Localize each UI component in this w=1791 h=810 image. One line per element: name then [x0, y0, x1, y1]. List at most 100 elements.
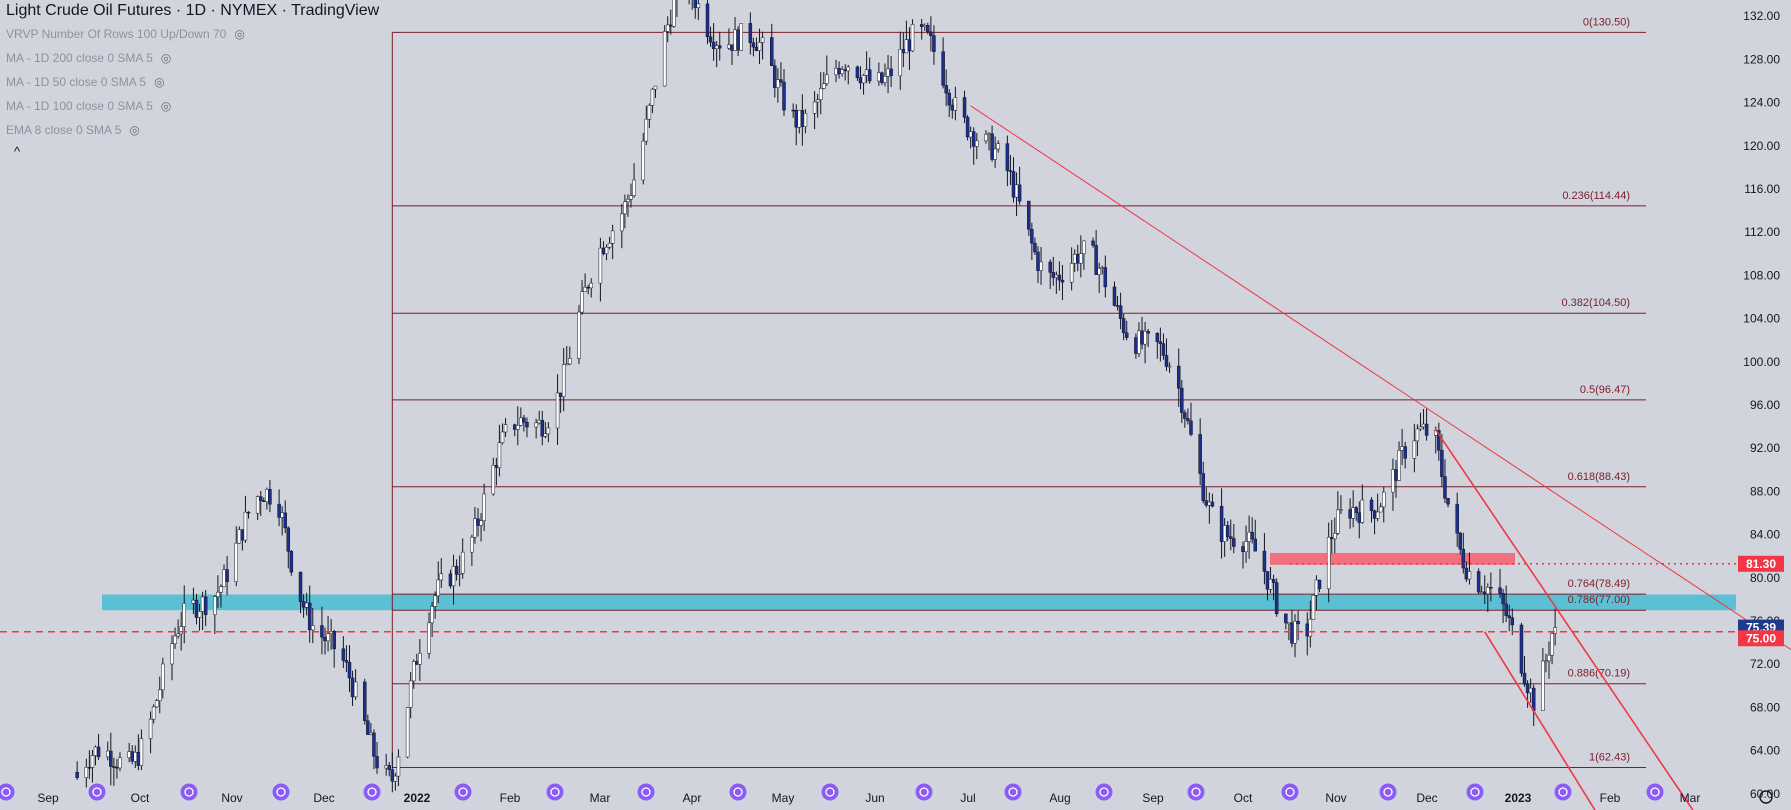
dividend-marker-icon[interactable]: [0, 783, 15, 801]
candle-up: [451, 565, 456, 587]
trendline-channel-bottom[interactable]: [1484, 631, 1596, 810]
dividend-marker-icon[interactable]: [454, 783, 472, 801]
candle-down: [320, 625, 324, 638]
dividend-marker-icon[interactable]: [1466, 783, 1484, 801]
candle-down: [240, 529, 245, 541]
indicator-ema8[interactable]: EMA 8 close 0 SMA 5 ◎: [6, 118, 379, 142]
candle-up: [632, 179, 636, 196]
dividend-marker-icon[interactable]: [1281, 783, 1299, 801]
candle-down: [1076, 254, 1080, 264]
dividend-marker-icon[interactable]: [363, 783, 381, 801]
candle-up: [139, 738, 144, 766]
candle-up: [1486, 587, 1490, 595]
candle-down: [586, 286, 590, 289]
candle-down: [136, 752, 141, 766]
dividend-marker-icon[interactable]: [1004, 783, 1022, 801]
candle-down: [277, 503, 281, 518]
x-tick-label: Mar: [590, 791, 611, 805]
candle-up: [797, 110, 802, 128]
candle-up: [1547, 654, 1551, 662]
eye-hidden-icon[interactable]: ◎: [234, 27, 245, 41]
trendlines[interactable]: [970, 105, 1791, 810]
candle-up: [1382, 491, 1386, 508]
dividend-marker-icon[interactable]: [546, 783, 564, 801]
candle-up: [1333, 533, 1337, 540]
indicator-ma50[interactable]: MA - 1D 50 close 0 SMA 5 ◎: [6, 70, 379, 94]
candle-up: [1014, 184, 1019, 198]
candle-down: [375, 756, 379, 769]
dividend-marker-icon[interactable]: [637, 783, 655, 801]
candle-down: [112, 766, 116, 768]
dividend-marker-icon[interactable]: [180, 783, 198, 801]
y-tick-label: 104.00: [1743, 312, 1780, 326]
candle-up: [641, 140, 645, 181]
fib-label: 0.886(70.19): [1568, 668, 1630, 680]
dividend-marker-icon[interactable]: [1095, 783, 1113, 801]
indicator-vrvp[interactable]: VRVP Number Of Rows 100 Up/Down 70 ◎: [6, 22, 379, 46]
candle-down: [350, 677, 355, 698]
candle-up: [482, 493, 486, 521]
dividend-marker-icon[interactable]: [88, 783, 106, 801]
dividend-marker-icon[interactable]: [1379, 783, 1397, 801]
trendline-major[interactable]: [970, 105, 1791, 704]
candle-up: [568, 358, 572, 365]
candle-down: [558, 392, 563, 397]
dividend-marker-glyph: [276, 787, 286, 797]
indicator-ma100[interactable]: MA - 1D 100 close 0 SMA 5 ◎: [6, 94, 379, 118]
candle-up: [1391, 469, 1395, 493]
eye-hidden-icon[interactable]: ◎: [160, 99, 172, 113]
candle-down: [773, 65, 777, 88]
collapse-legend-icon[interactable]: ^: [14, 144, 21, 159]
candle-down: [1501, 593, 1505, 605]
candle-down: [1437, 430, 1441, 451]
candle-down: [1094, 245, 1098, 275]
candle-up: [883, 75, 887, 83]
eye-hidden-icon[interactable]: ◎: [154, 75, 165, 89]
y-tick-label: 120.00: [1743, 139, 1780, 153]
x-axis[interactable]: Sep Oct Nov Dec 2022 Feb Mar Apr May Jun Jul Aug Sep…: [37, 790, 1773, 805]
candle-down: [1155, 333, 1160, 342]
dividend-marker-icon[interactable]: [821, 783, 839, 801]
candle-down: [1241, 546, 1245, 553]
eye-hidden-icon[interactable]: ◎: [160, 51, 172, 65]
dividend-marker-glyph: [1383, 787, 1393, 797]
settings-gear-icon[interactable]: [1759, 790, 1773, 804]
indicator-ma200[interactable]: MA - 1D 200 close 0 SMA 5 ◎: [6, 46, 379, 70]
candle-up: [503, 424, 508, 433]
dividend-marker-icon[interactable]: [729, 783, 747, 801]
candle-up: [1415, 428, 1420, 442]
candle-down: [1394, 469, 1398, 481]
candle-up: [405, 707, 410, 758]
event-markers[interactable]: [0, 783, 1664, 801]
dividend-marker-icon[interactable]: [1187, 783, 1205, 801]
fib-label: 0(130.50): [1583, 16, 1630, 28]
candle-down: [1121, 318, 1126, 334]
candle-down: [494, 465, 499, 468]
x-tick-label: Dec: [1416, 791, 1437, 805]
candle-down: [1183, 412, 1187, 419]
dividend-marker-icon[interactable]: [272, 783, 290, 801]
x-tick-label: Nov: [1325, 791, 1346, 805]
candle-up: [923, 25, 927, 27]
candle-down: [1317, 579, 1322, 590]
candle-up: [393, 775, 398, 782]
eye-hidden-icon[interactable]: ◎: [129, 123, 140, 137]
candle-up: [243, 511, 248, 541]
dividend-marker-glyph: [184, 787, 194, 797]
x-tick-label: Jul: [960, 791, 975, 805]
candle-down: [1057, 274, 1062, 281]
candle-down: [1250, 531, 1254, 540]
candle-down: [867, 69, 872, 82]
candle-down: [1440, 450, 1444, 477]
candle-up: [1097, 268, 1101, 275]
dividend-marker-icon[interactable]: [1646, 783, 1664, 801]
candle-down: [1461, 548, 1466, 569]
candle-down: [1498, 587, 1502, 594]
dividend-marker-icon[interactable]: [1554, 783, 1572, 801]
dividend-marker-icon[interactable]: [915, 783, 933, 801]
dividend-marker-glyph: [92, 787, 102, 797]
horizontal-levels[interactable]: [0, 563, 1736, 633]
trendline-channel-top[interactable]: [1435, 429, 1694, 810]
candle-up: [904, 39, 909, 54]
